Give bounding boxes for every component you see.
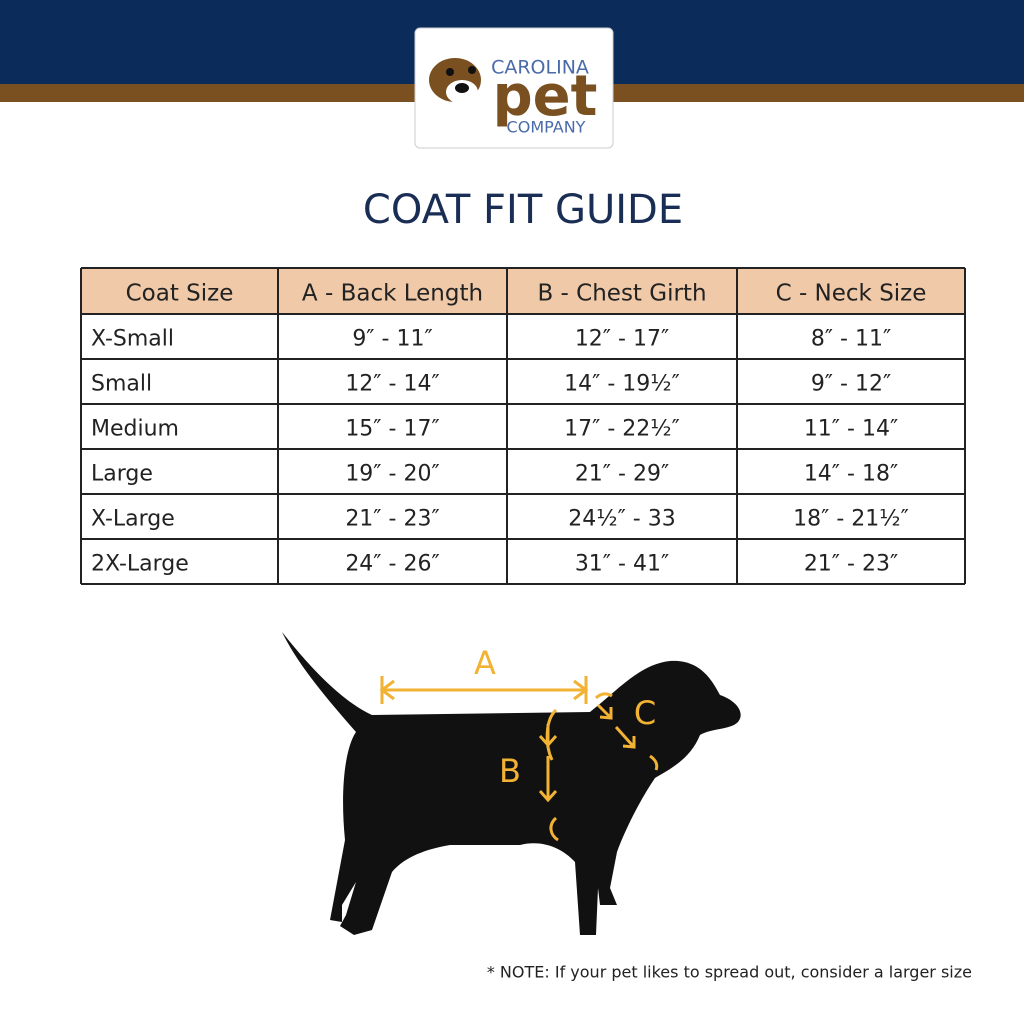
dog-silhouette bbox=[282, 632, 741, 935]
table-cell: 14″ - 18″ bbox=[804, 462, 898, 487]
table-cell: 9″ - 11″ bbox=[352, 327, 432, 352]
table-cell: 12″ - 17″ bbox=[575, 327, 669, 352]
table: Coat Size A - Back Length B - Chest Girth C… bbox=[80, 267, 966, 585]
table-cell: 24½″ - 33 bbox=[568, 507, 675, 532]
measure-marks bbox=[379, 676, 659, 842]
table-cell: 18″ - 21½″ bbox=[793, 507, 909, 532]
logo-dog bbox=[429, 58, 481, 104]
label-c: C bbox=[634, 694, 656, 732]
table-cell: 12″ - 14″ bbox=[345, 372, 439, 397]
header-cell: B - Chest Girth bbox=[537, 281, 706, 307]
table-cell: Small bbox=[91, 372, 152, 397]
table-cell: 21″ - 23″ bbox=[804, 552, 898, 577]
table-cell: X-Small bbox=[91, 327, 174, 352]
table-cell: Large bbox=[91, 462, 153, 487]
table-cell: 19″ - 20″ bbox=[345, 462, 439, 487]
note: * NOTE: If your pet likes to spread out,… bbox=[487, 963, 972, 982]
label-a: A bbox=[474, 644, 496, 682]
logo-text: CAROLINA bbox=[491, 57, 589, 79]
table-cell: 2X-Large bbox=[91, 552, 189, 577]
title: COAT FIT GUIDE bbox=[363, 187, 683, 233]
table-cell: 17″ - 22½″ bbox=[564, 417, 680, 442]
label-b: B bbox=[499, 752, 521, 790]
table-cell: 21″ - 29″ bbox=[575, 462, 669, 487]
table-cell: X-Large bbox=[91, 507, 175, 532]
header-bg bbox=[81, 268, 965, 314]
table-cell: Medium bbox=[91, 417, 179, 442]
logo-text: pet bbox=[493, 64, 598, 129]
table-cell: 8″ - 11″ bbox=[811, 327, 891, 352]
logo-text: COMPANY bbox=[507, 118, 586, 137]
table-cell: 21″ - 23″ bbox=[345, 507, 439, 532]
header-cell: A - Back Length bbox=[302, 281, 483, 307]
logo-box bbox=[414, 27, 614, 149]
table-cell: 9″ - 12″ bbox=[811, 372, 891, 397]
header-cell: Coat Size bbox=[126, 281, 234, 307]
table-cell: 24″ - 26″ bbox=[345, 552, 439, 577]
table-cell: 15″ - 17″ bbox=[345, 417, 439, 442]
table-cell: 14″ - 19½″ bbox=[564, 372, 680, 397]
table-cell: 11″ - 14″ bbox=[804, 417, 898, 442]
header-cell: C - Neck Size bbox=[776, 281, 927, 307]
table-cell: 31″ - 41″ bbox=[575, 552, 669, 577]
